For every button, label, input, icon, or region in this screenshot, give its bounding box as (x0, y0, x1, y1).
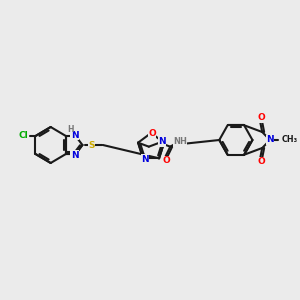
Text: S: S (88, 140, 94, 149)
Text: H: H (68, 125, 74, 134)
Text: Cl: Cl (19, 131, 29, 140)
Text: N: N (71, 151, 79, 160)
Text: N: N (71, 130, 79, 140)
Text: CH₃: CH₃ (282, 136, 298, 145)
Text: O: O (148, 128, 156, 137)
Text: O: O (163, 156, 170, 165)
Text: O: O (257, 158, 265, 166)
Text: N: N (158, 137, 166, 146)
Text: N: N (141, 155, 149, 164)
Text: N: N (266, 136, 274, 145)
Text: NH: NH (173, 137, 187, 146)
Text: O: O (257, 113, 265, 122)
